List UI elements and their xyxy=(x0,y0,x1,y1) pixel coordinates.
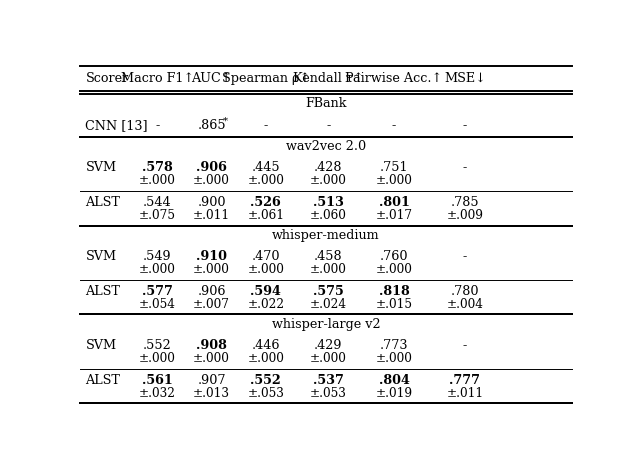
Text: ±.009: ±.009 xyxy=(446,209,483,222)
Text: .801: .801 xyxy=(378,196,410,209)
Text: ±.000: ±.000 xyxy=(247,174,284,187)
Text: .818: .818 xyxy=(378,285,410,298)
Text: ±.075: ±.075 xyxy=(139,209,176,222)
Text: ALST: ALST xyxy=(85,196,120,209)
Text: Spearman ρ↑: Spearman ρ↑ xyxy=(222,72,310,85)
Text: ±.024: ±.024 xyxy=(310,298,347,311)
Text: AUC↑: AUC↑ xyxy=(191,72,232,85)
Text: .549: .549 xyxy=(143,251,172,263)
Text: .552: .552 xyxy=(251,374,281,387)
Text: MSE↓: MSE↓ xyxy=(444,72,486,85)
Text: .446: .446 xyxy=(252,339,280,352)
Text: -: - xyxy=(463,339,467,352)
Text: ±.000: ±.000 xyxy=(193,263,230,276)
Text: Scorer: Scorer xyxy=(85,72,128,85)
Text: .428: .428 xyxy=(314,162,343,174)
Text: SVM: SVM xyxy=(85,162,116,174)
Text: .526: .526 xyxy=(251,196,281,209)
Text: .910: .910 xyxy=(196,251,227,263)
Text: -: - xyxy=(155,119,160,132)
Text: ±.053: ±.053 xyxy=(247,387,284,399)
Text: ±.007: ±.007 xyxy=(193,298,230,311)
Text: .578: .578 xyxy=(142,162,173,174)
Text: ±.022: ±.022 xyxy=(247,298,284,311)
Text: .458: .458 xyxy=(314,251,343,263)
Text: Kendall τ↑: Kendall τ↑ xyxy=(293,72,364,85)
Text: .594: .594 xyxy=(251,285,281,298)
Text: ±.000: ±.000 xyxy=(247,263,284,276)
Text: .804: .804 xyxy=(378,374,410,387)
Text: wav2vec 2.0: wav2vec 2.0 xyxy=(286,140,366,153)
Text: CNN [13]: CNN [13] xyxy=(85,119,148,132)
Text: .445: .445 xyxy=(251,162,280,174)
Text: ±.061: ±.061 xyxy=(247,209,284,222)
Text: whisper-large v2: whisper-large v2 xyxy=(272,318,380,331)
Text: .751: .751 xyxy=(380,162,408,174)
Text: ±.000: ±.000 xyxy=(310,174,347,187)
Text: .906: .906 xyxy=(197,285,226,298)
Text: -: - xyxy=(392,119,396,132)
Text: ±.000: ±.000 xyxy=(375,352,412,365)
Text: -: - xyxy=(326,119,331,132)
Text: ALST: ALST xyxy=(85,285,120,298)
Text: .865: .865 xyxy=(197,119,226,132)
Text: .906: .906 xyxy=(196,162,227,174)
Text: -: - xyxy=(463,119,467,132)
Text: ±.054: ±.054 xyxy=(139,298,176,311)
Text: .777: .777 xyxy=(450,374,480,387)
Text: -: - xyxy=(264,119,268,132)
Text: ±.000: ±.000 xyxy=(193,174,230,187)
Text: .785: .785 xyxy=(451,196,480,209)
Text: ±.004: ±.004 xyxy=(446,298,483,311)
Text: .552: .552 xyxy=(143,339,172,352)
Text: ±.017: ±.017 xyxy=(375,209,413,222)
Text: whisper-medium: whisper-medium xyxy=(272,229,380,242)
Text: -: - xyxy=(463,251,467,263)
Text: .577: .577 xyxy=(142,285,173,298)
Text: .561: .561 xyxy=(142,374,173,387)
Text: Pairwise Acc.↑: Pairwise Acc.↑ xyxy=(345,72,443,85)
Text: .900: .900 xyxy=(197,196,226,209)
Text: .907: .907 xyxy=(197,374,226,387)
Text: ±.000: ±.000 xyxy=(139,174,176,187)
Text: ±.060: ±.060 xyxy=(310,209,347,222)
Text: .773: .773 xyxy=(380,339,408,352)
Text: SVM: SVM xyxy=(85,251,116,263)
Text: ±.000: ±.000 xyxy=(375,174,412,187)
Text: ±.000: ±.000 xyxy=(375,263,412,276)
Text: ±.000: ±.000 xyxy=(193,352,230,365)
Text: .544: .544 xyxy=(143,196,172,209)
Text: .760: .760 xyxy=(380,251,408,263)
Text: FBank: FBank xyxy=(305,97,347,110)
Text: ±.032: ±.032 xyxy=(139,387,176,399)
Text: SVM: SVM xyxy=(85,339,116,352)
Text: .780: .780 xyxy=(451,285,479,298)
Text: ±.011: ±.011 xyxy=(446,387,483,399)
Text: ±.015: ±.015 xyxy=(375,298,413,311)
Text: .575: .575 xyxy=(313,285,344,298)
Text: ±.000: ±.000 xyxy=(247,352,284,365)
Text: Macro F1↑: Macro F1↑ xyxy=(121,72,194,85)
Text: ±.000: ±.000 xyxy=(310,263,347,276)
Text: ±.000: ±.000 xyxy=(139,352,176,365)
Text: ±.000: ±.000 xyxy=(139,263,176,276)
Text: ±.000: ±.000 xyxy=(310,352,347,365)
Text: *: * xyxy=(223,116,228,125)
Text: .429: .429 xyxy=(314,339,343,352)
Text: ±.013: ±.013 xyxy=(193,387,230,399)
Text: .908: .908 xyxy=(196,339,227,352)
Text: .513: .513 xyxy=(313,196,344,209)
Text: -: - xyxy=(463,162,467,174)
Text: ±.011: ±.011 xyxy=(193,209,230,222)
Text: ALST: ALST xyxy=(85,374,120,387)
Text: .537: .537 xyxy=(313,374,344,387)
Text: .470: .470 xyxy=(252,251,280,263)
Text: ±.019: ±.019 xyxy=(375,387,413,399)
Text: ±.053: ±.053 xyxy=(310,387,347,399)
